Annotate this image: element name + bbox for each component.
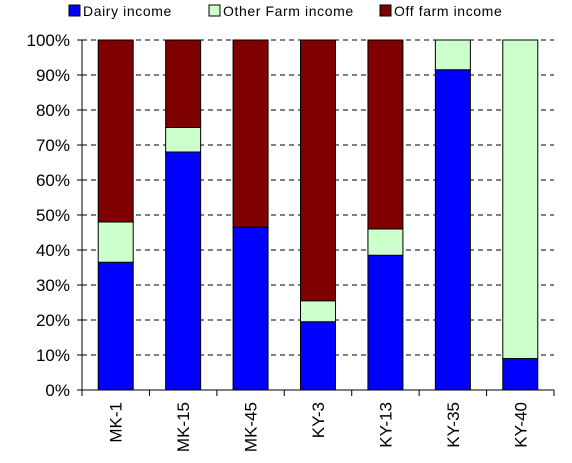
bar-segment	[434, 39, 471, 71]
bar-segment	[367, 254, 404, 391]
bar-segment	[165, 127, 202, 153]
legend-swatch	[379, 4, 392, 17]
legend-label: Other Farm income	[223, 3, 354, 19]
bar-segment	[97, 261, 134, 391]
bar-segment	[367, 228, 404, 256]
bar-segment	[502, 358, 539, 391]
bar-segment	[502, 39, 539, 359]
bar-segment	[97, 221, 134, 263]
y-tick-label: 30%	[36, 276, 70, 295]
bar-segment	[300, 39, 336, 302]
bar-segment	[232, 226, 269, 391]
bar-segment	[434, 69, 471, 391]
bar-segment	[300, 300, 336, 323]
legend-swatch	[68, 4, 81, 17]
legend-label: Dairy income	[83, 3, 172, 19]
x-tick-label: KY-3	[309, 402, 328, 438]
bars	[97, 39, 539, 391]
y-tick-label: 0%	[45, 381, 70, 400]
bar-segment	[97, 39, 134, 223]
legend-item: Other Farm income	[208, 3, 354, 19]
x-tick-labels: MK-1 MK-15 MK-45 KY-3 KY-13 KY-35 KY-40	[107, 402, 531, 452]
bar-segment	[165, 39, 202, 128]
bar-segment	[165, 151, 202, 391]
legend: Dairy income Other Farm income Off farm in…	[68, 3, 502, 19]
y-tick-label: 10%	[36, 346, 70, 365]
y-tick-label: 90%	[36, 66, 70, 85]
bar-segment	[300, 321, 336, 391]
y-tick-label: 50%	[36, 206, 70, 225]
legend-label: Off farm income	[394, 3, 502, 19]
x-tick-label: KY-35	[444, 402, 463, 448]
legend-swatch	[208, 4, 221, 17]
x-tick-label: KY-13	[376, 402, 395, 448]
x-tick-label: KY-40	[511, 402, 530, 448]
y-tick-label: 70%	[36, 136, 70, 155]
x-tick-label: MK-1	[107, 402, 126, 443]
y-tick-label: 100%	[27, 31, 70, 50]
legend-item: Dairy income	[68, 3, 172, 19]
axes	[77, 39, 555, 396]
y-tick-label: 20%	[36, 311, 70, 330]
y-tick-labels: 0% 10% 20% 30% 40% 50% 60% 70% 80% 90% 100%	[27, 31, 70, 400]
y-tick-label: 80%	[36, 101, 70, 120]
y-tick-label: 60%	[36, 171, 70, 190]
bar-segment	[232, 39, 269, 228]
x-tick-label: MK-45	[242, 402, 261, 452]
legend-item: Off farm income	[379, 3, 502, 19]
x-tick-label: MK-15	[174, 402, 193, 452]
bar-segment	[367, 39, 404, 230]
y-tick-label: 40%	[36, 241, 70, 260]
